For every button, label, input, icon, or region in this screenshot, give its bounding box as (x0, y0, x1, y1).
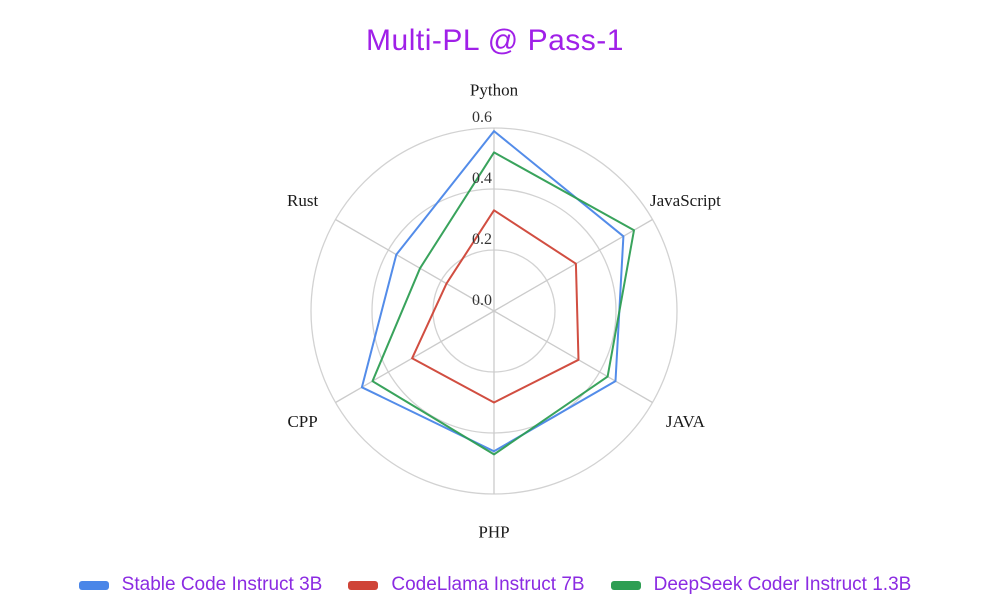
series-polygon-2 (371, 151, 635, 456)
legend-item-label: DeepSeek Coder Instruct 1.3B (653, 574, 912, 595)
radial-tick-label: 0.4 (472, 170, 492, 187)
legend-item-2: DeepSeek Coder Instruct 1.3B (610, 574, 912, 596)
legend-item-0: Stable Code Instruct 3B (78, 574, 323, 596)
axis-label-cpp: CPP (287, 412, 317, 431)
axis-label-php: PHP (478, 523, 509, 542)
legend-swatch-icon (610, 580, 641, 590)
radar-spoke (335, 218, 495, 312)
radar-spoke (493, 218, 653, 312)
legend-swatch-icon (78, 580, 109, 590)
radial-tick-label: 0.2 (472, 231, 492, 248)
axis-label-rust: Rust (287, 191, 318, 210)
legend-item-1: CodeLlama Instruct 7B (348, 574, 585, 596)
axis-label-java: JAVA (666, 412, 706, 431)
series-polygon-1 (411, 209, 580, 404)
chart-title: Multi-PL @ Pass-1 (366, 24, 624, 57)
legend-item-label: Stable Code Instruct 3B (121, 574, 323, 595)
axis-label-javascript: JavaScript (650, 191, 721, 210)
radial-tick-label: 0.0 (472, 292, 492, 309)
radial-tick-label: 0.6 (472, 109, 492, 126)
axis-label-python: Python (470, 81, 519, 100)
legend-item-label: CodeLlama Instruct 7B (391, 574, 585, 595)
legend-swatch-icon (348, 580, 379, 590)
series-polygon-0 (360, 130, 625, 453)
chart-legend: Stable Code Instruct 3B CodeLlama Instruc… (0, 574, 990, 596)
radar-spoke (493, 310, 653, 404)
